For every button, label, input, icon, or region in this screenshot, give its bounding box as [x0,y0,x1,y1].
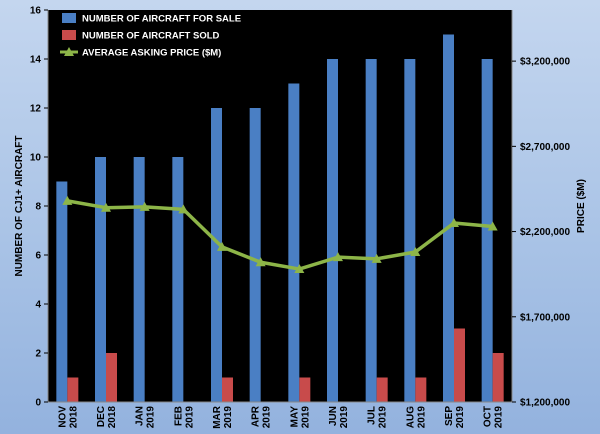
x-tick-label: DEC 2018 [96,406,118,429]
x-tick-label: AUG 2019 [405,406,427,429]
x-tick-year: 2019 [262,406,273,429]
x-tick-month: JUN [328,406,339,426]
bar-for-sale [365,59,377,402]
bar-for-sale [443,34,454,402]
price-point [410,247,421,257]
price-point [294,264,305,274]
x-tick-month: APR [251,405,262,427]
y-right-tick-label: $1,200,000 [520,398,570,409]
x-tick-year: 2019 [378,406,389,429]
y-right-tick-label: $2,700,000 [520,142,570,153]
x-tick-month: MAY [289,406,300,428]
x-tick-year: 2019 [455,406,466,429]
price-point [487,221,498,231]
x-tick-year: 2018 [107,406,118,429]
y-right-tick-label: $3,200,000 [520,57,570,68]
x-tick-year: 2019 [184,406,195,429]
x-tick-label: APR 2019 [251,405,273,428]
x-tick-month: OCT [483,406,494,427]
x-tick-month: NOV [57,406,68,428]
bar-sold [67,377,79,402]
bar-for-sale [481,59,493,402]
x-tick-label: MAY 2019 [289,406,311,429]
x-tick-month: JUL [367,406,378,425]
legend-label: NUMBER OF AIRCRAFT SOLD [82,31,220,42]
axes-layer: 0 2 4 6 8 10 12 14 16 $1,200,000 $1,700,000 $2,200,… [30,6,571,429]
x-tick-year: 2018 [68,406,79,429]
bar-for-sale [327,59,338,402]
y-axis-right-title: PRICE ($M) [576,179,587,233]
legend-swatch [62,13,76,23]
y-tick-label: 16 [30,6,42,17]
bar-sold [106,353,117,402]
price-point [178,204,189,214]
x-tick-month: JAN [135,406,146,426]
x-tick-month: DEC [96,406,107,427]
price-line-layer [62,195,498,274]
bar-for-sale [95,157,106,402]
y-tick-label: 14 [30,55,42,66]
bar-sold [299,377,311,402]
price-point [62,195,73,205]
x-tick-year: 2019 [300,406,311,429]
x-tick-month: MAR [212,405,223,429]
bar-sold [454,328,465,402]
bars-layer [56,34,504,402]
price-point [371,253,382,263]
bar-sold [415,377,427,402]
x-tick-month: FEB [173,406,184,426]
bar-for-sale [56,181,68,402]
price-point [449,218,459,228]
x-tick-label: OCT 2019 [483,406,505,429]
price-point [333,252,343,262]
x-tick-month: SEP [444,406,455,426]
x-tick-label: MAR 2019 [212,405,234,429]
x-tick-year: 2019 [223,406,234,429]
legend-swatch-marker [64,47,74,56]
bar-for-sale [404,59,416,402]
y-tick-label: 0 [35,398,41,409]
bar-for-sale [133,157,145,402]
x-tick-year: 2019 [416,406,427,429]
bar-sold [492,353,504,402]
x-tick-label: NOV 2018 [57,406,79,429]
y-tick-label: 10 [30,153,42,164]
legend-label: AVERAGE ASKING PRICE ($M) [82,48,221,59]
price-point [255,257,266,267]
price-point [101,202,111,212]
y-axis-title: NUMBER OF CJ1+ AIRCRAFT [14,135,25,276]
bar-sold [222,377,233,402]
x-tick-year: 2019 [494,406,505,429]
y-tick-label: 2 [35,349,41,360]
x-tick-year: 2019 [146,406,157,429]
bar-for-sale [288,83,300,402]
x-tick-year: 2019 [339,406,350,429]
y-tick-label: 8 [35,202,41,213]
y-right-tick-label: $2,200,000 [520,227,570,238]
x-tick-label: FEB 2019 [173,406,195,429]
legend-label: NUMBER OF AIRCRAFT FOR SALE [82,14,241,25]
bar-for-sale [249,108,261,402]
x-tick-label: JUN 2019 [328,406,350,429]
price-point [217,241,227,251]
price-line [67,199,493,271]
x-tick-label: SEP 2019 [444,406,466,429]
y-right-tick-label: $1,700,000 [520,312,570,323]
y-tick-label: 6 [35,251,41,262]
legend-swatch [62,30,76,40]
bar-for-sale [172,157,184,402]
x-tick-month: AUG [405,406,416,428]
legend: NUMBER OF AIRCRAFT FOR SALE NUMBER OF AIR… [60,13,241,59]
bar-for-sale [211,108,222,402]
y-tick-label: 4 [35,300,41,311]
x-tick-label: JUL 2019 [367,406,389,429]
x-tick-label: JAN 2019 [135,406,157,429]
price-point [139,201,150,211]
bar-sold [376,377,388,402]
y-tick-label: 12 [30,104,42,115]
